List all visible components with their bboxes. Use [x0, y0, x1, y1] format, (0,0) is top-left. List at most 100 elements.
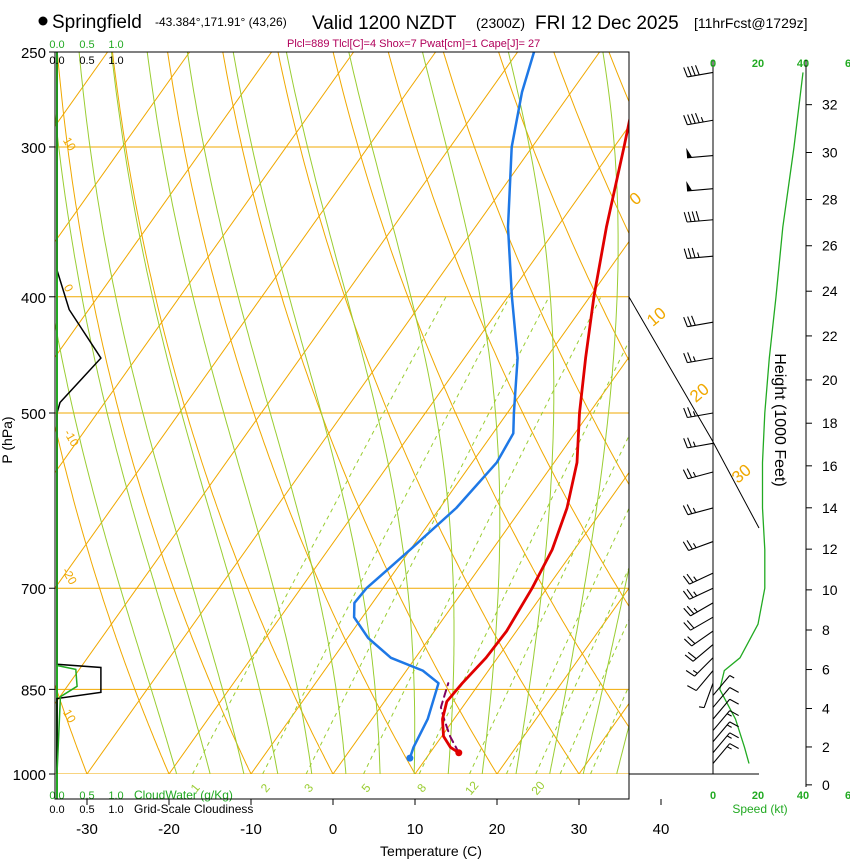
wind-barb-staff [689, 587, 714, 600]
wind-barb-half [726, 724, 732, 728]
wind-barb-staff [687, 442, 714, 449]
valid-time: Valid 1200 NZDT [312, 13, 457, 34]
dry-adiabat-line [167, 52, 416, 774]
wind-barb-half [700, 117, 704, 123]
cloud-scale-bottom: 0.5 [79, 804, 94, 816]
cloud-scale-top-green: 0.0 [49, 39, 64, 51]
temperature-tick-label: 30 [571, 821, 588, 838]
wind-barb-staff [691, 630, 714, 647]
wind-barb-half [693, 607, 698, 613]
temperature-tick-label: 40 [653, 821, 670, 838]
wind-barb-staff [712, 687, 731, 708]
height-tick-label: 8 [822, 622, 830, 638]
wind-barb [682, 504, 714, 516]
temperature-tick-label: 0 [329, 821, 337, 838]
isotherm-line [55, 52, 519, 705]
wind-barb-staff [687, 357, 714, 364]
moist-adiabat-line [186, 52, 347, 774]
wind-barb [683, 112, 714, 126]
moist-adiabat-line [111, 52, 279, 774]
isotherm-label: 10 [60, 707, 79, 726]
wind-barb-half [692, 670, 698, 674]
wind-barb-staff [712, 743, 731, 764]
wind-barb-full [687, 437, 692, 448]
wind-barb [712, 710, 739, 731]
wind-barb-staff [687, 507, 714, 516]
height-tick-label: 2 [822, 739, 830, 755]
wind-barb-staff [687, 412, 714, 419]
wind-barb [682, 540, 714, 551]
wind-barb-staff [689, 572, 714, 585]
temperature-tick-label: -10 [240, 821, 262, 838]
background-grid [55, 52, 629, 774]
wind-barb-staff [712, 710, 731, 731]
temperature-tick-label: 10 [407, 821, 424, 838]
height-tick-label: 14 [822, 500, 838, 516]
moist-adiabat-line [78, 52, 245, 774]
wind-barb-full [685, 670, 695, 677]
height-tick-label: 0 [822, 777, 830, 793]
mixing-ratio-line [535, 566, 629, 774]
height-tick-label: 18 [822, 415, 838, 431]
axes: 0.0 0.5 1.00.0 0.5 1.00.0 0.5 1.00.0 0.5 1.0Clou… [0, 39, 838, 859]
wind-barb-full [691, 211, 696, 222]
mixing-ratio-line [363, 296, 602, 774]
pressure-tick-label: 850 [21, 682, 46, 699]
wind-barb-half [726, 713, 732, 717]
wind-barb-staff [690, 602, 714, 617]
wind-barb-half [692, 411, 696, 417]
isotherm-line [332, 356, 629, 774]
wind-barb-full [683, 352, 688, 363]
speed-scale-bottom: 6 [845, 790, 850, 802]
speed-scale-bottom: 0 [710, 790, 716, 802]
isotherm-line [55, 52, 191, 243]
wind-barb-full [686, 573, 694, 583]
wind-barb [682, 587, 714, 600]
cloud-scale-top-green: 1.0 [108, 39, 123, 51]
wind-barb-full [729, 698, 739, 705]
dry-adiabat-line [222, 52, 498, 774]
moist-adiabat-line [55, 320, 178, 774]
moist-adiabat-line [507, 52, 555, 774]
wind-barb-staff [687, 188, 714, 192]
cloud-scale-bottom: 0.0 [49, 804, 64, 816]
moist-adiabat-line [348, 52, 455, 774]
pressure-tick-label: 400 [21, 290, 46, 307]
wind-barb-full [686, 540, 693, 550]
wind-barb-staff [687, 119, 714, 126]
cloud-scale-bottom-green: 0.0 [49, 790, 64, 802]
mixing-ratio-line [590, 684, 629, 774]
wind-barb [685, 657, 714, 677]
wind-barb-full [686, 605, 695, 615]
moist-adiabat-line [55, 108, 211, 774]
wind-barb-half [692, 507, 697, 513]
cloud-scale-bottom-green: 1.0 [108, 790, 123, 802]
wind-barb-full [691, 65, 696, 76]
wind-barb [686, 180, 714, 192]
dewpoint-trace [352, 52, 536, 760]
wind-barb-full [729, 743, 739, 749]
wind-barb-full [729, 687, 739, 693]
wind-barb-half [693, 591, 698, 597]
isotherm-line [168, 125, 629, 774]
wind-barb [683, 352, 714, 364]
stability-indices: Plcl=889 Tlcl[C]=4 Shox=7 Pwat[cm]=1 Cap… [287, 38, 540, 50]
grid-cloudiness-label: Grid-Scale Cloudiness [134, 802, 253, 816]
wind-barb-staff [687, 71, 714, 78]
wind-barb-staff [687, 219, 714, 223]
wind-barb [684, 644, 714, 662]
station-coords: -43.384°,171.91° (43,26) [155, 15, 287, 29]
wind-barb-staff [703, 683, 714, 708]
surface-temperature-point [455, 749, 463, 757]
speed-scale-bottom: 20 [752, 790, 764, 802]
moist-adiabat-line [285, 52, 416, 774]
wind-barb-full [683, 67, 688, 78]
wind-barb [683, 407, 714, 419]
wind-barb [686, 147, 714, 159]
height-tick-label: 12 [822, 541, 838, 557]
wind-barb-half [692, 441, 696, 447]
dry-adiabat-line [55, 423, 170, 774]
wind-barb-staff [687, 155, 714, 159]
wind-barb-full [691, 247, 696, 258]
